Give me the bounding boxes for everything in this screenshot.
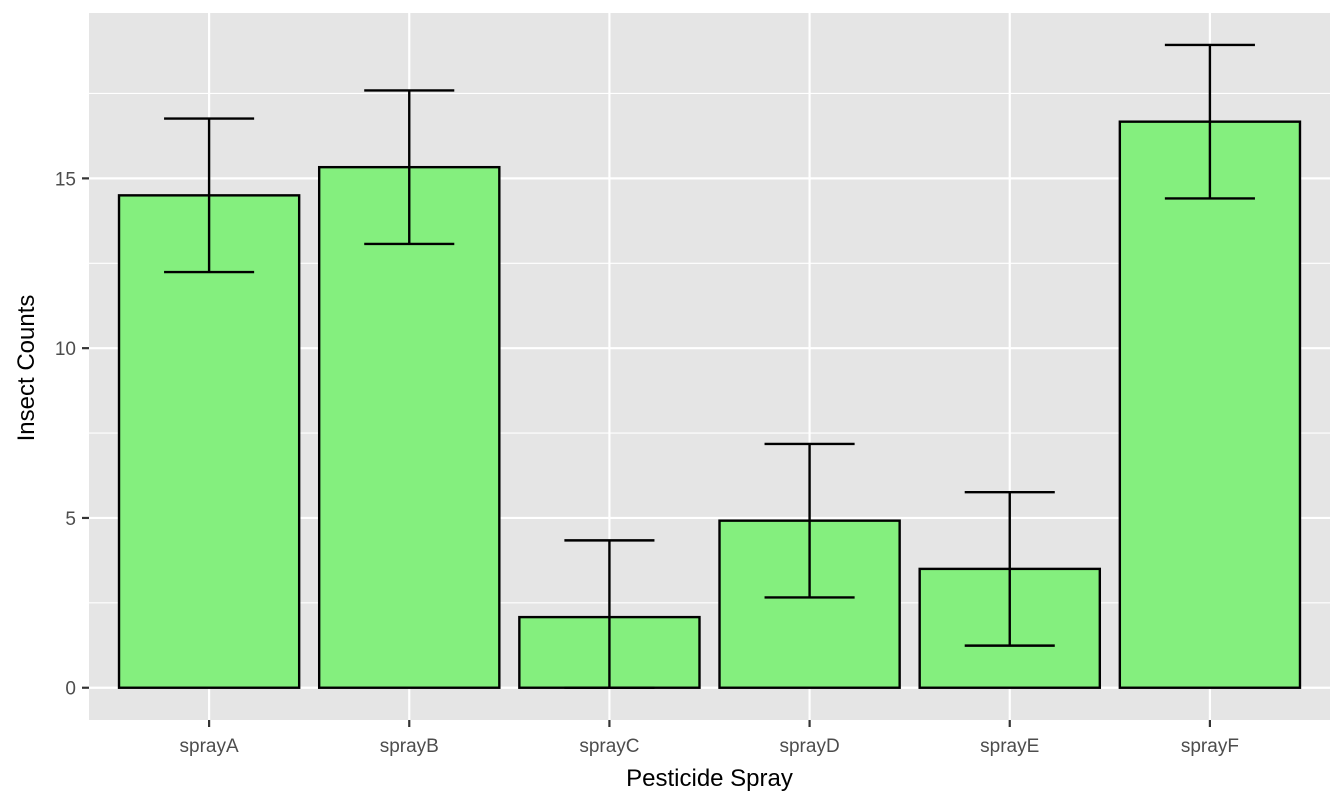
bar-sprayA (117, 194, 301, 689)
bar-sprayF (1118, 120, 1302, 689)
x-axis: sprayA sprayB sprayC sprayD sprayE sprayF (180, 720, 1239, 757)
bar-sprayB (317, 165, 501, 689)
y-axis-title: Insect Counts (13, 295, 40, 442)
y-axis: 0 5 10 15 (55, 169, 89, 700)
x-tick-label-sprayA: sprayA (180, 736, 239, 757)
x-tick-label-sprayE: sprayE (980, 736, 1039, 757)
x-tick-label-sprayB: sprayB (380, 736, 439, 757)
bars (117, 120, 1302, 689)
x-tick-label-sprayC: sprayC (579, 736, 639, 757)
y-tick-label: 5 (65, 509, 76, 530)
x-tick-label-sprayD: sprayD (779, 736, 839, 757)
y-tick-label: 15 (55, 169, 76, 190)
x-tick-label-sprayF: sprayF (1181, 736, 1239, 757)
error-bars (164, 43, 1255, 689)
y-tick-label: 0 (65, 679, 76, 700)
y-tick-label: 10 (55, 339, 76, 360)
x-axis-title: Pesticide Spray (626, 765, 793, 792)
